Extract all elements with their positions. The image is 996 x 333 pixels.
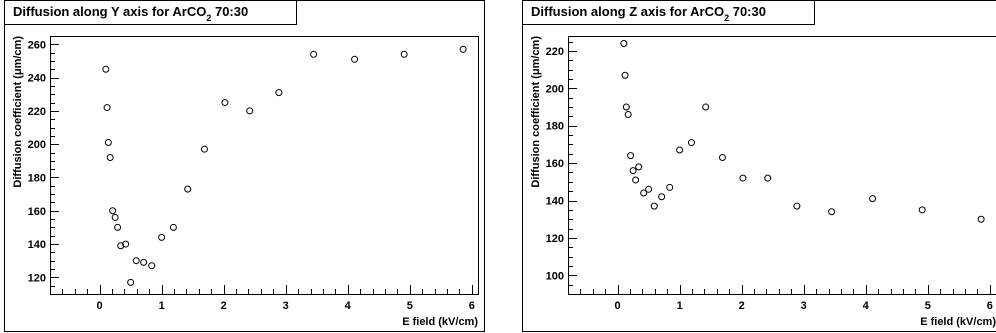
data-point — [869, 195, 877, 203]
y-tick-label: 120 — [546, 233, 564, 245]
y-tick-label: 120 — [28, 272, 46, 284]
data-point — [828, 208, 836, 216]
plot-area — [50, 36, 479, 295]
chart-panel-diffusion-y: Diffusion along Y axis for ArCO2 70:30 0 1… — [4, 0, 486, 333]
data-point — [103, 104, 111, 112]
data-point — [132, 257, 140, 265]
data-point — [793, 202, 801, 210]
chart-panel-diffusion-z: Diffusion along Z axis for ArCO2 70:30 0 1… — [522, 0, 996, 333]
y-tick-label: 220 — [546, 46, 564, 58]
x-tick-label: 3 — [801, 300, 807, 312]
data-point — [122, 240, 130, 248]
x-tick-label: 6 — [987, 300, 993, 312]
chart-title: Diffusion along Y axis for ArCO2 70:30 — [13, 4, 248, 23]
title-box — [4, 0, 297, 25]
chart-title-main: Diffusion along Z axis for ArCO — [531, 4, 724, 19]
chart-title: Diffusion along Z axis for ArCO2 70:30 — [531, 4, 766, 23]
data-point — [275, 89, 283, 97]
y-tick-label: 140 — [28, 239, 46, 251]
title-box — [522, 0, 815, 25]
data-point — [622, 103, 630, 111]
chart-frame — [522, 0, 996, 332]
y-tick-label: 260 — [28, 39, 46, 51]
y-tick-label: 200 — [28, 139, 46, 151]
x-tick-label: 4 — [345, 300, 352, 312]
y-tick-label: 240 — [28, 73, 46, 85]
data-point — [627, 152, 635, 160]
data-point — [687, 139, 695, 147]
x-tick-label: 0 — [615, 300, 621, 312]
data-point — [148, 262, 156, 270]
data-point — [246, 107, 254, 115]
chart-title-subscript: 2 — [724, 13, 729, 23]
x-tick-label: 6 — [469, 300, 475, 312]
data-point — [106, 154, 114, 162]
data-point — [718, 154, 726, 162]
data-point — [764, 174, 772, 182]
data-point — [645, 185, 653, 193]
data-point — [310, 50, 318, 58]
y-tick-label: 200 — [546, 83, 564, 95]
data-point — [620, 39, 628, 47]
y-tick-label: 180 — [28, 172, 46, 184]
x-tick-label: 2 — [739, 300, 745, 312]
data-point — [184, 185, 192, 193]
y-tick-label: 220 — [28, 106, 46, 118]
data-point — [635, 163, 643, 171]
data-point — [650, 202, 658, 210]
data-point — [169, 223, 177, 231]
data-point — [221, 99, 229, 107]
data-point — [127, 278, 135, 286]
chart-title-subscript: 2 — [206, 13, 211, 23]
x-tick-label: 0 — [97, 300, 103, 312]
y-tick-label: 160 — [28, 206, 46, 218]
x-axis-label: E field (kV/cm) — [402, 316, 478, 328]
data-point — [658, 193, 666, 201]
data-point — [114, 223, 122, 231]
x-tick-label: 1 — [159, 300, 165, 312]
x-tick-label: 5 — [925, 300, 931, 312]
data-point — [640, 189, 648, 197]
data-point — [400, 50, 408, 58]
data-point — [109, 207, 117, 215]
data-point — [140, 258, 148, 266]
data-point — [918, 206, 926, 214]
data-point — [200, 145, 208, 153]
data-point — [459, 45, 467, 53]
chart-diffusion-z: Diffusion along Z axis for ArCO2 70:300 1… — [522, 0, 996, 332]
data-point — [117, 242, 125, 250]
y-tick-label: 160 — [546, 158, 564, 170]
y-axis-label: Diffusion coefficient (μm/cm) — [530, 36, 542, 188]
data-point — [351, 55, 359, 63]
chart-title-rest: 70:30 — [211, 4, 248, 19]
data-point — [102, 65, 110, 73]
chart-title-main: Diffusion along Y axis for ArCO — [13, 4, 206, 19]
data-point — [624, 111, 632, 119]
chart-title-rest: 70:30 — [729, 4, 766, 19]
x-tick-label: 4 — [863, 300, 870, 312]
data-point — [632, 176, 640, 184]
y-tick-label: 140 — [546, 196, 564, 208]
x-tick-label: 5 — [407, 300, 413, 312]
data-point — [702, 103, 710, 111]
data-point — [111, 213, 119, 221]
chart-diffusion-y: Diffusion along Y axis for ArCO2 70:300 1… — [4, 0, 485, 332]
data-point — [621, 71, 629, 79]
data-point — [977, 215, 985, 223]
data-point — [158, 233, 166, 241]
y-tick-label: 180 — [546, 121, 564, 133]
x-tick-label: 3 — [283, 300, 289, 312]
y-tick-label: 100 — [546, 270, 564, 282]
y-axis-label: Diffusion coefficient (μm/cm) — [12, 36, 24, 188]
chart-frame — [4, 0, 485, 332]
data-point — [676, 146, 684, 154]
data-point — [104, 139, 112, 147]
data-point — [666, 183, 674, 191]
x-tick-label: 2 — [221, 300, 227, 312]
data-point — [629, 167, 637, 175]
data-point — [739, 174, 747, 182]
x-axis-label: E field (kV/cm) — [920, 316, 996, 328]
plot-area — [568, 36, 996, 295]
x-tick-label: 1 — [677, 300, 683, 312]
